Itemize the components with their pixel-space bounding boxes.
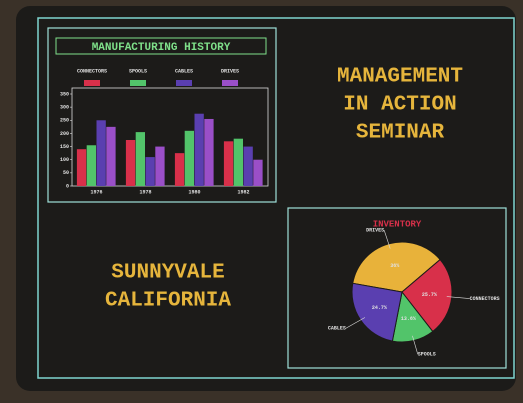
slice-label: CONNECTORS: [470, 296, 500, 302]
slice-label: DRIVES: [366, 228, 384, 234]
legend-swatch: [176, 80, 192, 86]
slice-label: CABLES: [328, 326, 346, 332]
headline: SEMINAR: [356, 122, 445, 145]
slice-label: SPOOLS: [418, 352, 436, 358]
y-tick-label: 150: [60, 144, 69, 150]
bar: [106, 127, 115, 186]
headline: MANAGEMENT: [337, 66, 463, 89]
bar: [204, 119, 213, 186]
value-label: 24.7%: [372, 305, 387, 311]
x-tick-label: 1982: [237, 189, 249, 195]
x-tick-label: 1978: [139, 189, 151, 195]
legend-label: SPOOLS: [129, 68, 147, 74]
legend-swatch: [130, 80, 146, 86]
bar: [224, 141, 233, 186]
location: CALIFORNIA: [105, 290, 231, 313]
x-tick-label: 1980: [188, 189, 200, 195]
x-tick-label: 1976: [90, 189, 102, 195]
legend-label: DRIVES: [221, 68, 239, 74]
y-tick-label: 200: [60, 131, 69, 137]
bar: [155, 147, 164, 186]
bar: [77, 149, 86, 186]
y-tick-label: 250: [60, 118, 69, 124]
bar: [185, 131, 194, 186]
bar: [253, 160, 262, 186]
y-tick-label: 350: [60, 91, 69, 97]
screen: [16, 6, 516, 391]
value-label: 25.7%: [422, 292, 437, 298]
legend-swatch: [84, 80, 100, 86]
value-label: 13.6%: [401, 316, 416, 322]
legend-label: CABLES: [175, 68, 193, 74]
y-tick-label: 300: [60, 104, 69, 110]
y-tick-label: 0: [66, 183, 69, 189]
bar: [97, 120, 106, 186]
screen-photo: MANAGEMENT IN ACTION SEMINAR SUNNYVALE C…: [0, 0, 523, 403]
bar: [87, 145, 96, 186]
bar: [244, 147, 253, 186]
bar: [126, 140, 135, 186]
bar: [195, 114, 204, 186]
value-label: 36%: [390, 263, 399, 269]
legend-label: CONNECTORS: [77, 68, 107, 74]
chart-title: MANUFACTURING HISTORY: [92, 42, 231, 54]
bar: [234, 139, 243, 186]
y-tick-label: 50: [63, 170, 69, 176]
bar: [136, 132, 145, 186]
bar: [175, 153, 184, 186]
headline: IN ACTION: [343, 94, 456, 117]
location: SUNNYVALE: [111, 262, 224, 285]
y-tick-label: 100: [60, 157, 69, 163]
bar: [146, 157, 155, 186]
legend-swatch: [222, 80, 238, 86]
